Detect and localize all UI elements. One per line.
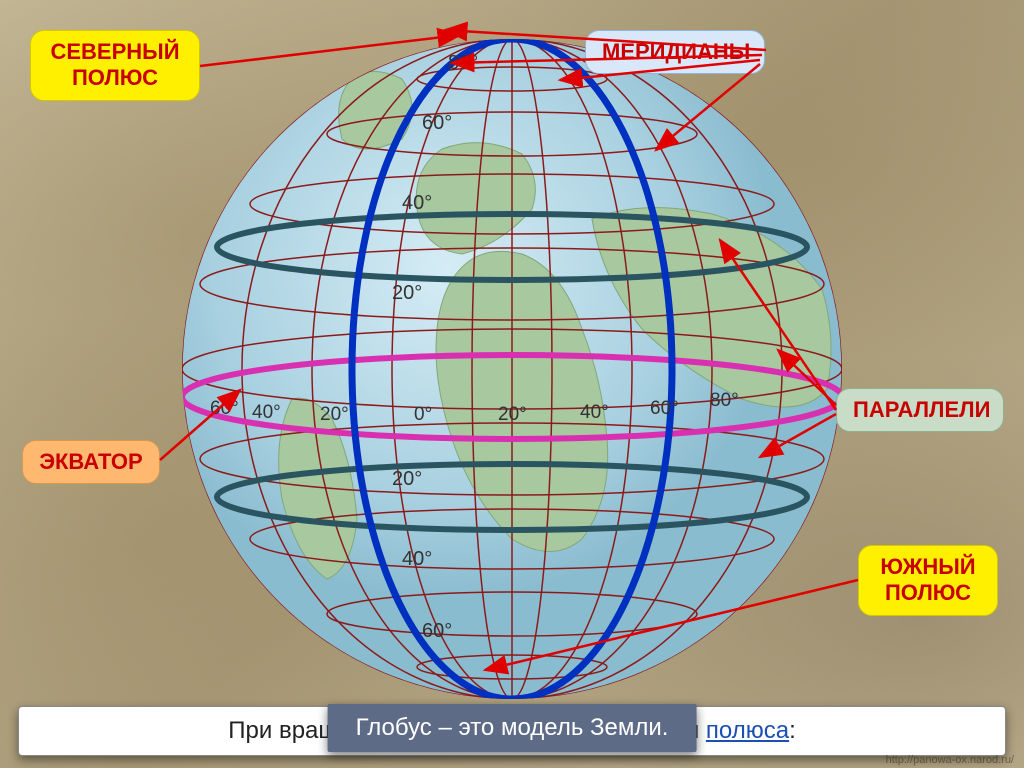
lat-label: 60° [422,620,452,643]
definition-box: Глобус – это модель Земли. [328,704,697,752]
lon-label: 40° [580,402,609,424]
lon-label: 60° [210,398,239,420]
lon-label: 20° [320,404,349,426]
south-pole-label: ЮЖНЫЙПОЛЮС [858,545,998,616]
lon-label: 20° [498,404,527,426]
lon-label: 40° [252,402,281,424]
lon-label: 60° [650,398,679,420]
north-pole-label: СЕВЕРНЫЙПОЛЮС [30,30,200,101]
caption-suffix: : [789,717,796,744]
globe-svg [162,19,862,719]
lat-label: 40° [402,192,432,215]
lon-label: 0° [414,404,432,426]
lon-label: 80° [710,390,739,412]
meridians-label: МЕРИДИАНЫ [585,30,765,74]
parallels-label: ПАРАЛЛЕЛИ [836,388,1004,432]
lat-label: 20° [392,282,422,305]
lat-label: 80° [448,52,478,75]
lat-label: 60° [422,112,452,135]
globe-diagram [162,19,862,719]
poles-link[interactable]: полюса [706,717,789,744]
equator-label: ЭКВАТОР [22,440,160,484]
lat-label: 40° [402,548,432,571]
credit-url: http://panowa-ox.narod.ru/ [886,754,1014,766]
lat-label: 20° [392,468,422,491]
